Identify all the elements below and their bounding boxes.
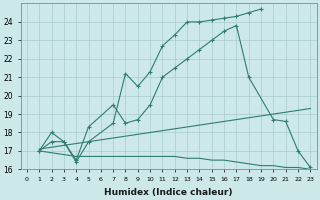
X-axis label: Humidex (Indice chaleur): Humidex (Indice chaleur) bbox=[104, 188, 233, 197]
